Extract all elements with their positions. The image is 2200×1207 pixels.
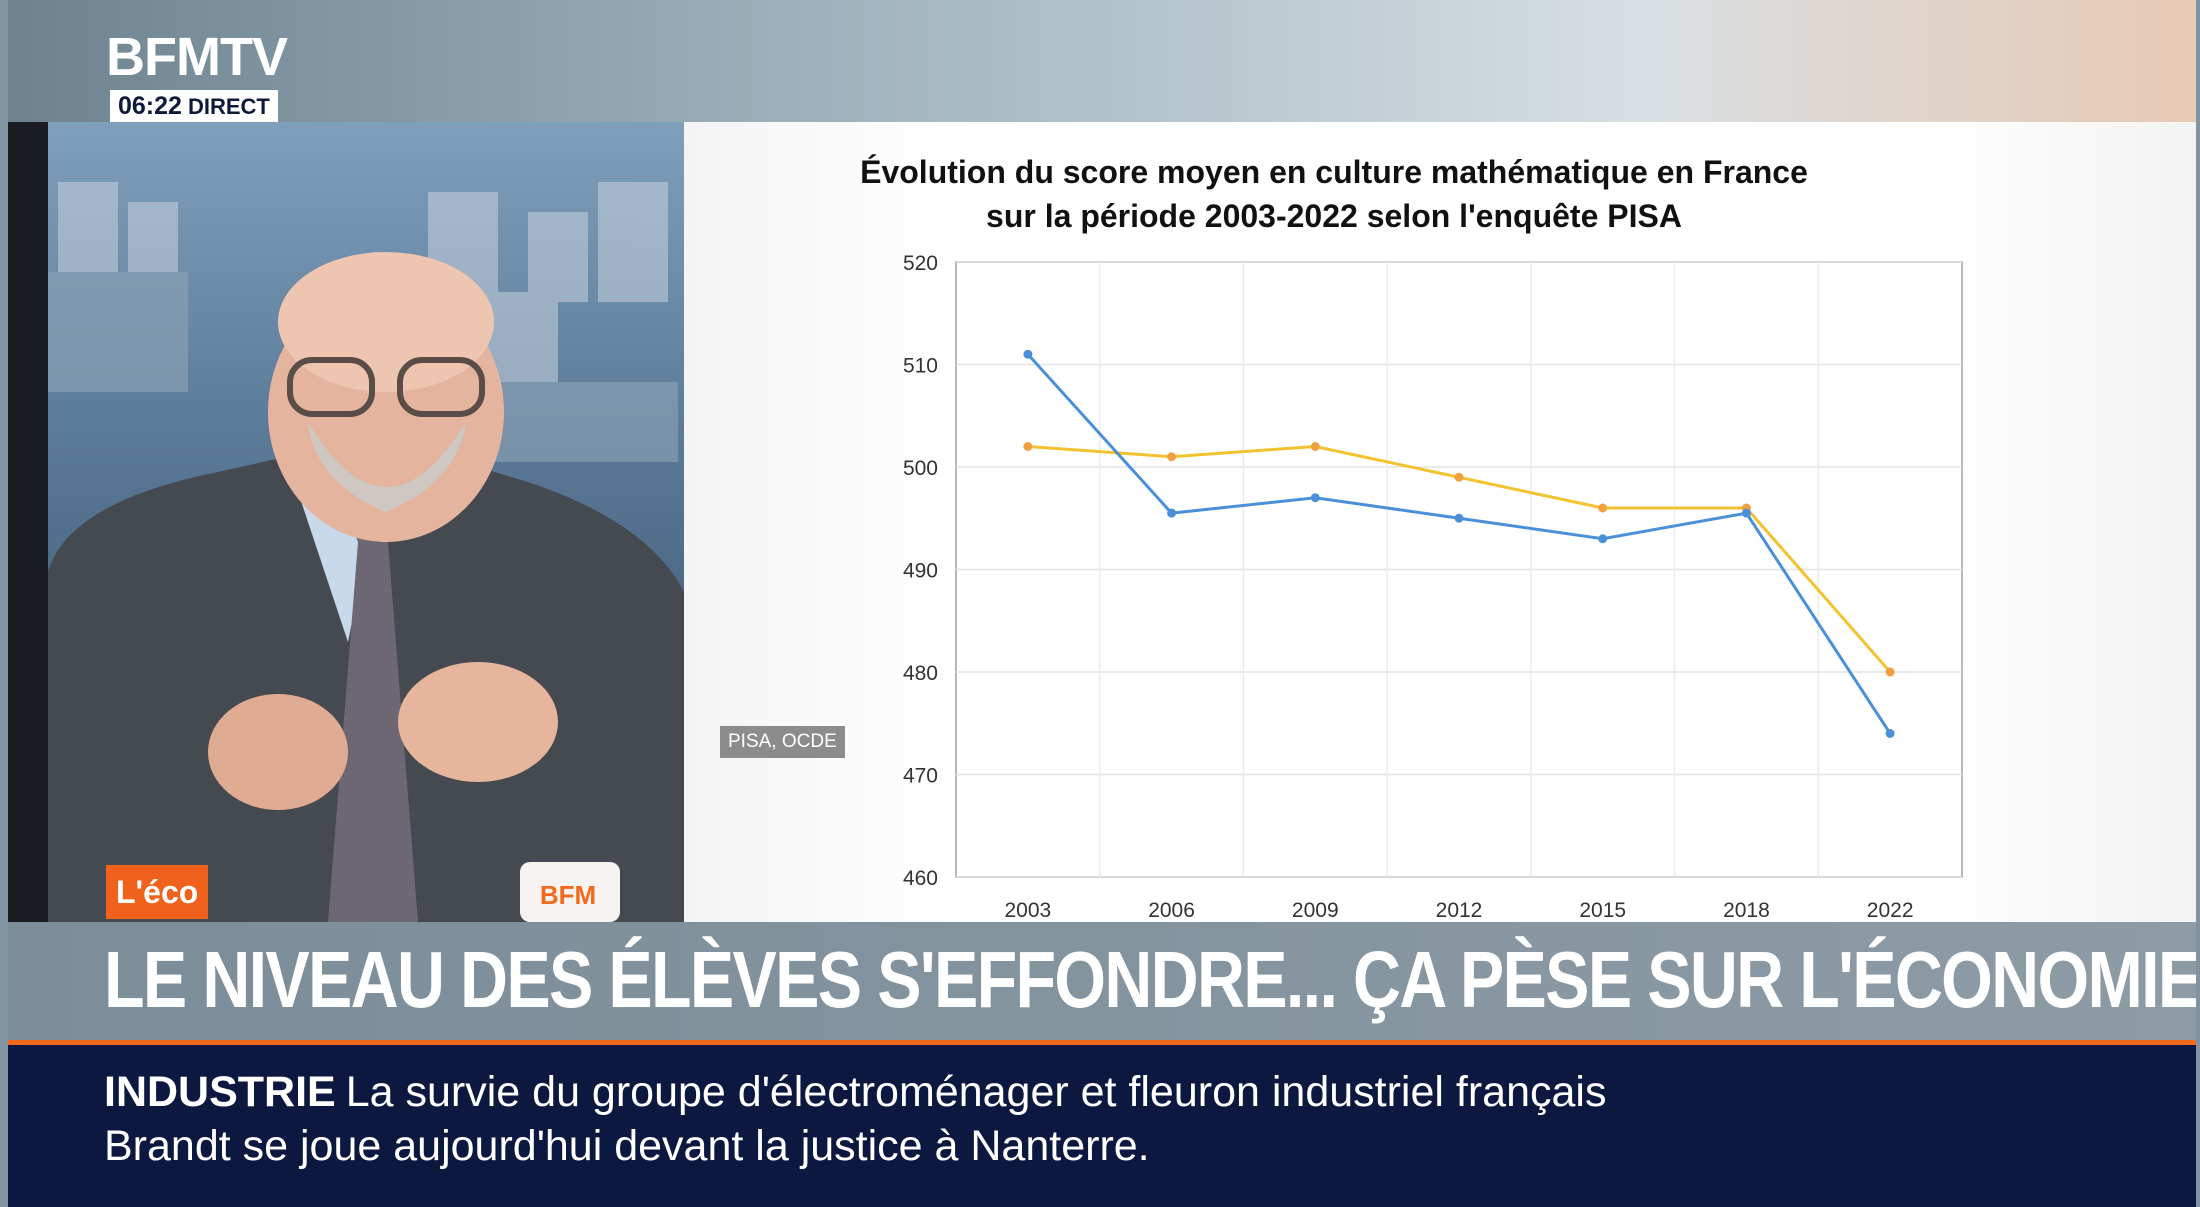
series-blue-point <box>1167 508 1177 518</box>
studio-presenter-shot: BFM <box>8 122 684 922</box>
ticker-line-1: La survie du groupe d'électroménager et … <box>345 1068 1607 1116</box>
channel-logo: BFMTV 06:22 DIRECT <box>106 28 330 126</box>
series-blue-point <box>1023 349 1033 359</box>
series-blue-point <box>1741 508 1751 518</box>
y-tick-label: 460 <box>903 867 938 890</box>
series-yellow-point <box>1310 442 1320 451</box>
x-tick-label: 2003 <box>1004 899 1051 922</box>
y-tick-label: 490 <box>903 560 938 583</box>
series-blue-point <box>1310 493 1320 503</box>
live-label: DIRECT <box>187 94 270 119</box>
ticker-category: INDUSTRIE <box>104 1068 336 1116</box>
x-tick-label: 2006 <box>1148 899 1195 922</box>
clock-time: 06:22 <box>118 92 182 120</box>
y-tick-label: 470 <box>903 765 938 788</box>
x-tick-label: 2009 <box>1292 899 1339 922</box>
x-tick-label: 2015 <box>1579 899 1626 922</box>
live-clock: 06:22 DIRECT <box>110 90 278 123</box>
series-yellow-point <box>1023 442 1033 451</box>
x-tick-label: 2012 <box>1436 899 1483 922</box>
chart-title: Évolution du score moyen en culture math… <box>844 150 1824 238</box>
x-tick-label: 2022 <box>1867 899 1914 922</box>
channel-logo-text: BFMTV <box>106 27 288 87</box>
series-yellow-point <box>1454 472 1464 482</box>
chart-title-line-1: Évolution du score moyen en culture math… <box>860 154 1808 190</box>
y-tick-label: 510 <box>903 355 938 378</box>
chart-title-line-2: sur la période 2003-2022 selon l'enquête… <box>986 198 1682 234</box>
y-tick-label: 500 <box>903 457 938 480</box>
segment-tag: L'éco <box>106 865 209 919</box>
series-blue-point <box>1885 729 1895 738</box>
ticker-line-2: Brandt se joue aujourd'hui devant la jus… <box>104 1122 1150 1170</box>
broadcast-frame: BFMTV 06:22 DIRECT <box>8 0 2196 1207</box>
line-chart: 460 470 480 490 500 510 520 2003 2006 2009 2012 201… <box>903 252 1963 922</box>
chart-panel: Évolution du score moyen en culture math… <box>684 122 2196 922</box>
mug-label: BFM <box>540 880 596 910</box>
series-blue-point <box>1598 534 1608 544</box>
y-tick-label: 520 <box>903 252 938 275</box>
series-yellow-point <box>1167 452 1177 462</box>
series-blue-point <box>1454 513 1464 523</box>
series-yellow-point <box>1885 667 1895 677</box>
x-tick-label: 2018 <box>1723 899 1770 922</box>
headline-bar: LE NIVEAU DES ÉLÈVES S'EFFONDRE... ÇA PÈ… <box>8 922 2196 1045</box>
headline-text: LE NIVEAU DES ÉLÈVES S'EFFONDRE... ÇA PÈ… <box>104 935 2196 1024</box>
source-label: PISA, OCDE <box>720 726 845 758</box>
news-ticker: INDUSTRIE La survie du groupe d'électromé… <box>8 1045 2196 1207</box>
y-tick-label: 480 <box>903 662 938 685</box>
ticker-text: INDUSTRIE La survie du groupe d'électromé… <box>104 1065 2154 1173</box>
series-yellow-point <box>1598 503 1608 513</box>
presenter-image: BFM <box>8 122 684 922</box>
